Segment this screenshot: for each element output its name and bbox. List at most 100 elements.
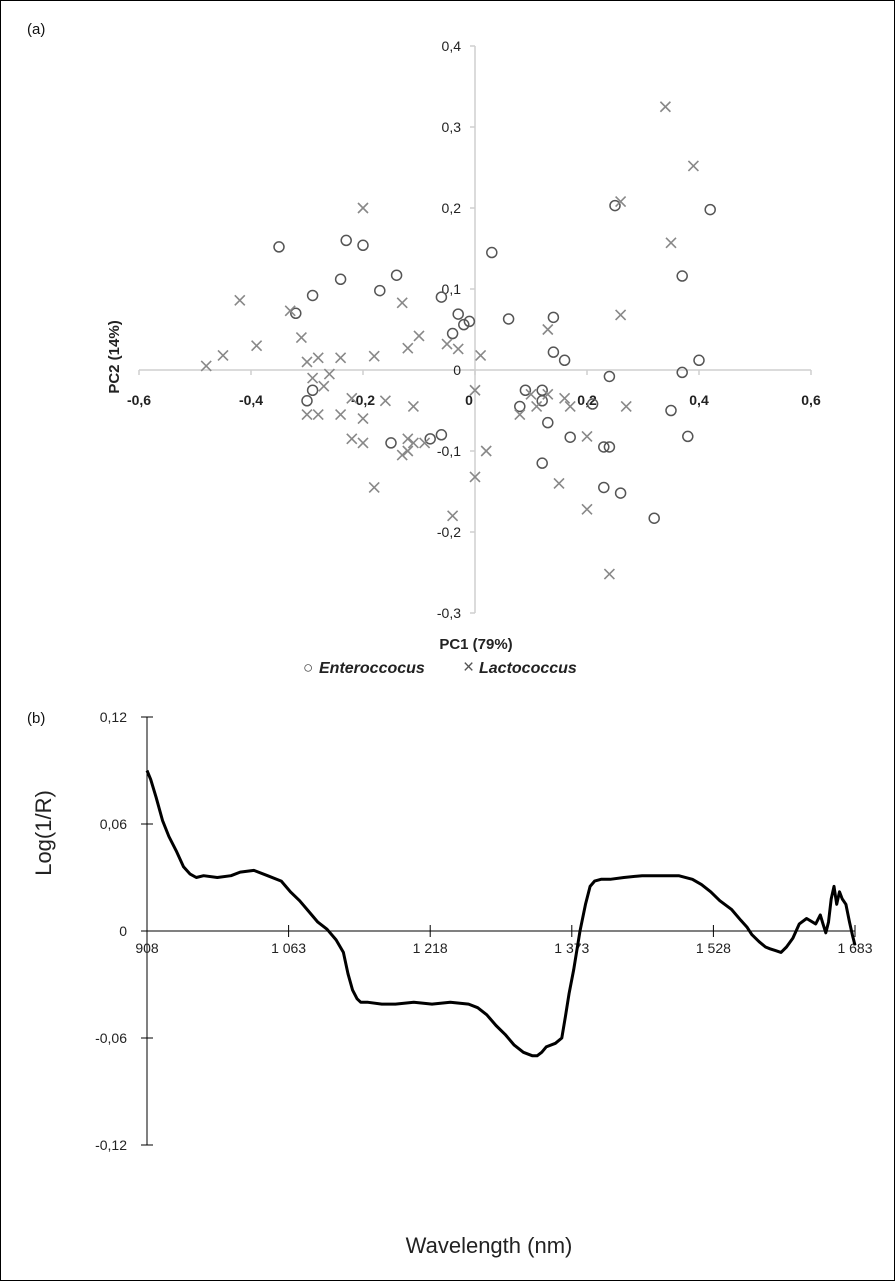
enteroccocus-point — [463, 315, 476, 328]
enteroccocus-point — [390, 269, 403, 281]
spectrum-x-tick-label: 908 — [135, 940, 159, 956]
lactococcus-point — [413, 330, 425, 342]
lactococcus-point — [447, 510, 459, 522]
lactococcus-point — [531, 400, 543, 413]
legend-x-icon: × — [463, 657, 474, 678]
lactococcus-point — [615, 195, 627, 208]
enteroccocus-point — [682, 430, 694, 443]
lactococcus-point — [475, 349, 487, 361]
scatter-y-tick-label: 0,2 — [442, 200, 462, 216]
enteroccocus-point — [502, 313, 515, 325]
lactococcus-point — [665, 237, 677, 249]
lactococcus-point — [407, 437, 419, 449]
legend-circle-icon: ○ — [303, 658, 313, 677]
scatter-plot: -0,6 -0,4 -0,2 0 0,2 0,4 0,6 0,4 0,3 0,2 0,1 0 -0,1… — [127, 38, 821, 621]
spectrum-y-tick-label: -0,12 — [95, 1137, 127, 1153]
lactococcus-point — [402, 342, 414, 354]
enteroccocus-point — [648, 512, 660, 524]
lactococcus-point — [419, 437, 431, 449]
spectrum-x-tick-label: 1 528 — [696, 940, 731, 956]
scatter-x-tick-label: 0 — [465, 392, 473, 408]
enteroccocus-point — [676, 366, 688, 379]
lactococcus-point — [312, 408, 324, 421]
enteroccocus-point — [301, 395, 313, 407]
lactococcus-point — [659, 101, 671, 113]
enteroccocus-point — [665, 404, 677, 417]
scatter-y-tick-label: 0,3 — [442, 119, 462, 135]
lactococcus-point — [469, 471, 481, 483]
lactococcus-point — [396, 449, 408, 461]
lactococcus-point — [514, 408, 526, 421]
enteroccocus-point — [306, 384, 319, 396]
lactococcus-point — [284, 305, 296, 317]
scatter-y-tick-label: 0,1 — [442, 281, 462, 297]
lactococcus-point — [603, 568, 615, 580]
enteroccocus-point — [290, 307, 302, 320]
lactococcus-point — [217, 349, 229, 361]
enteroccocus-point — [586, 398, 599, 410]
scatter-y-tick-label: -0,1 — [437, 443, 461, 459]
enteroccocus-point — [452, 308, 464, 320]
enteroccocus-point — [374, 284, 386, 297]
panel-b-label: (b) — [27, 710, 45, 727]
legend-label-enteroccocus: Enteroccocus — [319, 660, 425, 677]
enteroccocus-point — [435, 429, 448, 441]
scatter-y-ticks: 0,4 0,3 0,2 0,1 0 -0,1 -0,2 -0,3 — [437, 38, 475, 621]
lactococcus-point — [368, 481, 380, 494]
enteroccocus-point — [614, 487, 627, 499]
scatter-x-tick-label: -0,6 — [127, 392, 151, 408]
scatter-y-tick-label: 0 — [453, 362, 461, 378]
enteroccocus-point — [486, 246, 498, 259]
lactococcus-point — [553, 477, 565, 489]
spectrum-y-ticks: 0,12 0,06 0 -0,06 -0,12 — [95, 709, 153, 1153]
spectrum-x-ticks: 908 1 063 1 218 1 373 1 528 1 683 — [135, 925, 873, 956]
legend-label-lactococcus: Lactococcus — [479, 660, 577, 677]
lactococcus-point — [469, 384, 481, 396]
enteroccocus-point — [340, 234, 352, 247]
scatter-x-tick-label: 0,6 — [801, 392, 821, 408]
lactococcus-point — [559, 392, 571, 404]
lactococcus-point — [407, 400, 419, 413]
lactococcus-point — [379, 395, 391, 407]
lactococcus-point — [581, 430, 593, 442]
scatter-x-tick-label: 0,4 — [689, 392, 709, 408]
lactococcus-point — [480, 445, 492, 457]
lactococcus-point — [251, 340, 263, 352]
scatter-x-tick-label: -0,2 — [351, 392, 375, 408]
scatter-y-tick-label: -0,3 — [437, 605, 461, 621]
spectrum-y-axis-title: Log(1/R) — [31, 790, 56, 876]
spectrum-plot: 908 1 063 1 218 1 373 1 528 1 683 0,12 0,06 0 -0… — [95, 709, 873, 1153]
lactococcus-point — [234, 294, 246, 306]
spectrum-y-tick-label: 0 — [119, 923, 127, 939]
lactococcus-point — [357, 202, 369, 214]
enteroccocus-point — [536, 457, 548, 469]
lactococcus-point — [335, 352, 347, 364]
lactococcus-point — [396, 297, 408, 309]
scatter-points — [200, 101, 716, 580]
lactococcus-point — [620, 400, 632, 413]
lactococcus-point — [357, 437, 369, 449]
lactococcus-point — [687, 160, 699, 172]
lactococcus-point — [318, 380, 330, 392]
scatter-x-tick-label: 0,2 — [577, 392, 597, 408]
lactococcus-point — [441, 338, 453, 350]
enteroccocus-point — [519, 384, 532, 396]
enteroccocus-point — [564, 431, 576, 443]
lactococcus-point — [564, 400, 576, 413]
lactococcus-point — [357, 413, 369, 425]
scatter-x-tick-label: -0,4 — [239, 392, 263, 408]
spectrum-line — [145, 769, 857, 1058]
enteroccocus-point — [273, 241, 285, 253]
enteroccocus-point — [547, 311, 560, 324]
enteroccocus-point — [385, 437, 397, 449]
enteroccocus-point — [542, 416, 554, 429]
enteroccocus-point — [693, 354, 705, 367]
enteroccocus-point — [536, 384, 548, 396]
scatter-y-tick-label: -0,2 — [437, 524, 461, 540]
lactococcus-point — [307, 372, 319, 384]
spectrum-x-tick-label: 1 373 — [554, 940, 589, 956]
enteroccocus-point — [306, 289, 319, 302]
lactococcus-point — [301, 408, 313, 421]
spectrum-x-tick-label: 1 683 — [837, 940, 872, 956]
